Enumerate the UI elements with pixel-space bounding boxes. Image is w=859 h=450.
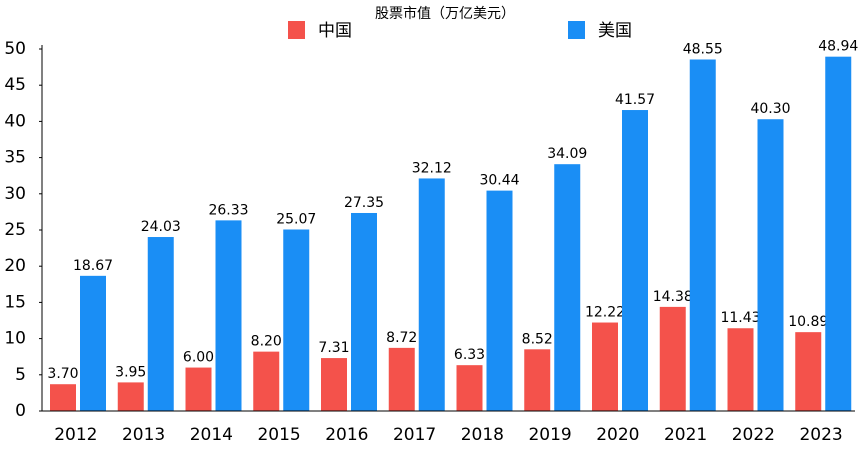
bar: [253, 351, 280, 411]
data-label: 27.35: [344, 195, 384, 211]
bar: [321, 358, 347, 411]
x-tick-label: 2018: [461, 425, 504, 445]
bar: [456, 365, 483, 411]
data-label: 14.38: [653, 289, 693, 305]
data-label: 32.12: [412, 160, 452, 176]
data-label: 30.44: [479, 173, 519, 189]
data-label: 3.70: [47, 366, 78, 382]
bar: [689, 59, 716, 412]
bar: [283, 229, 310, 411]
y-tick-label: 20: [4, 256, 26, 276]
data-label: 25.07: [276, 211, 316, 227]
bar: [418, 178, 445, 411]
data-label: 40.30: [750, 101, 790, 117]
data-label: 24.03: [141, 219, 181, 235]
y-tick-label: 45: [4, 75, 26, 95]
data-label: 8.72: [386, 330, 417, 346]
data-label: 34.09: [547, 146, 587, 162]
bar: [215, 220, 242, 411]
bar: [50, 384, 76, 411]
x-tick-label: 2020: [596, 425, 639, 445]
chart-title: 股票市值（万亿美元）: [375, 5, 515, 22]
x-tick-label: 2023: [799, 425, 842, 445]
data-label: 10.89: [788, 314, 828, 330]
bar: [147, 237, 174, 411]
data-label: 8.20: [251, 334, 282, 350]
y-tick-label: 50: [4, 39, 26, 59]
bar: [622, 110, 648, 411]
x-tick-label: 2021: [664, 425, 707, 445]
data-label: 18.67: [73, 258, 113, 274]
y-tick-label: 0: [15, 401, 26, 421]
y-tick-label: 10: [4, 329, 26, 349]
legend-label: 美国: [598, 21, 632, 41]
bar: [659, 306, 686, 411]
y-tick-label: 40: [4, 111, 26, 131]
x-tick-label: 2012: [54, 425, 97, 445]
y-tick-label: 30: [4, 184, 26, 204]
legend-label: 中国: [318, 21, 352, 41]
data-label: 11.43: [720, 310, 760, 326]
bar: [117, 382, 144, 411]
data-label: 12.22: [585, 305, 625, 321]
bar: [388, 347, 415, 411]
bar: [80, 275, 106, 411]
bar: [592, 322, 618, 411]
bar: [524, 349, 551, 411]
bar: [554, 164, 581, 411]
data-label: 26.33: [208, 202, 248, 218]
y-tick-label: 5: [15, 365, 26, 385]
data-label: 6.33: [454, 347, 485, 363]
y-tick-label: 35: [4, 148, 26, 168]
bar: [486, 190, 513, 411]
bar: [351, 212, 377, 411]
x-tick-label: 2015: [257, 425, 300, 445]
x-tick-label: 2017: [393, 425, 436, 445]
bar: [727, 328, 754, 411]
bar: [825, 56, 852, 411]
data-label: 8.52: [522, 331, 553, 347]
data-label: 48.55: [683, 41, 723, 57]
legend-swatch: [568, 21, 585, 39]
bar: [757, 119, 784, 411]
x-tick-label: 2013: [122, 425, 165, 445]
data-label: 48.94: [818, 39, 858, 55]
data-label: 3.95: [115, 364, 146, 380]
data-label: 41.57: [615, 92, 655, 108]
legend-swatch: [288, 21, 305, 39]
bar: [795, 332, 822, 411]
y-tick-label: 25: [4, 220, 26, 240]
x-tick-label: 2016: [325, 425, 368, 445]
data-label: 6.00: [183, 350, 214, 366]
x-tick-label: 2019: [528, 425, 571, 445]
x-tick-label: 2022: [732, 425, 775, 445]
bar: [185, 367, 212, 411]
x-tick-label: 2014: [190, 425, 233, 445]
data-label: 7.31: [318, 340, 349, 356]
y-tick-label: 15: [4, 292, 26, 312]
